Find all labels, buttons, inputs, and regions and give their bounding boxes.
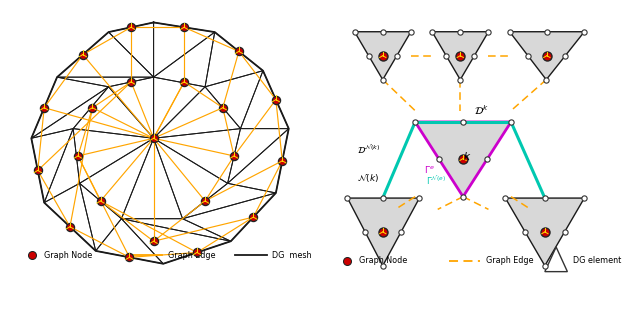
Text: $\Gamma^e$: $\Gamma^e$ <box>424 164 435 176</box>
Polygon shape <box>432 32 488 80</box>
Text: DG  mesh: DG mesh <box>273 251 312 260</box>
Polygon shape <box>348 198 419 266</box>
Polygon shape <box>506 198 584 266</box>
Text: $\mathcal{D}^{\mathcal{N}(k)}$: $\mathcal{D}^{\mathcal{N}(k)}$ <box>357 144 381 156</box>
Polygon shape <box>355 32 411 80</box>
Polygon shape <box>509 32 584 80</box>
Text: DG element: DG element <box>573 256 621 265</box>
Text: $\mathcal{D}^k$: $\mathcal{D}^k$ <box>474 103 489 117</box>
Text: Graph Node: Graph Node <box>359 256 407 265</box>
Text: $\mathcal{N}(k)$: $\mathcal{N}(k)$ <box>357 172 380 184</box>
Text: Graph Edge: Graph Edge <box>486 256 533 265</box>
Polygon shape <box>415 122 511 197</box>
Text: Graph Edge: Graph Edge <box>168 251 216 260</box>
Text: Graph Node: Graph Node <box>44 251 92 260</box>
Text: $\Gamma^{\mathcal{N}(e)}$: $\Gamma^{\mathcal{N}(e)}$ <box>426 175 447 187</box>
Text: $k$: $k$ <box>463 150 472 162</box>
